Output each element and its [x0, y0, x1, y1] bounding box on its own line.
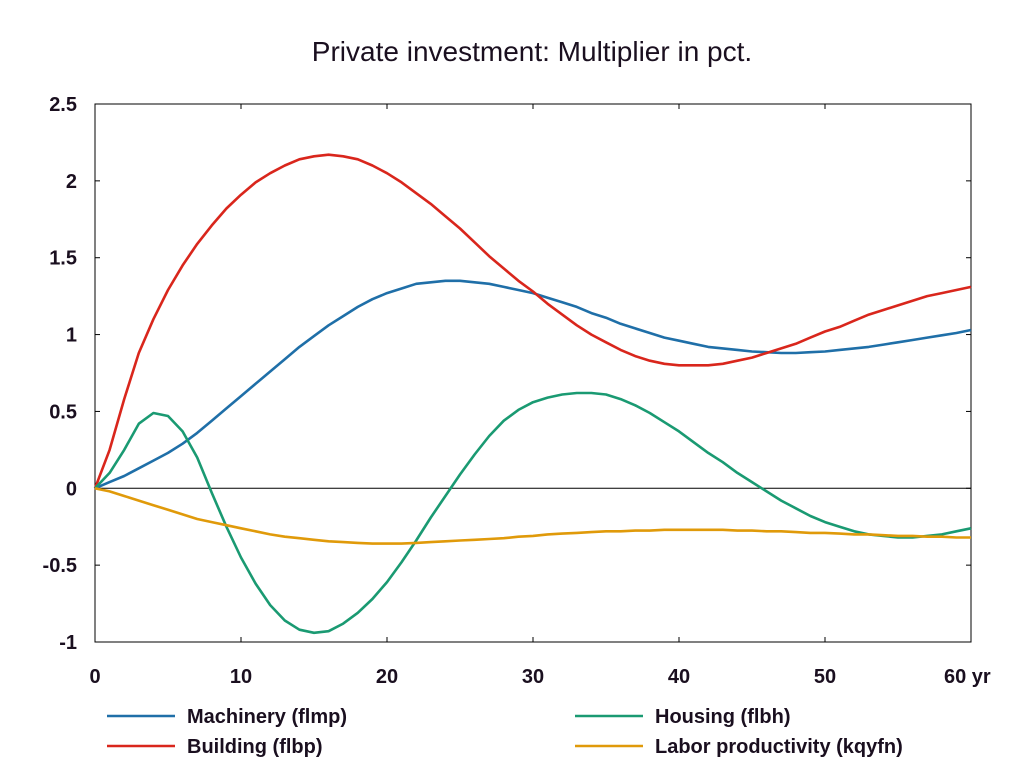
legend-label: Labor productivity (kqyfn) — [655, 736, 903, 758]
plot-frame — [94, 103, 972, 643]
xtick-label: 20 — [376, 666, 398, 688]
xtick-label: 30 — [522, 666, 544, 688]
series-line-labor-productivity-kqyfn — [94, 487, 971, 545]
xtick-label: 50 — [814, 666, 836, 688]
legend-label: Building (flbp) — [187, 736, 323, 758]
ytick-label: 1.5 — [49, 248, 77, 270]
legend: Machinery (flmp) Building (flbp) Housing (… — [107, 706, 903, 758]
ytick-label: 1 — [66, 325, 77, 347]
ytick-label: 0 — [66, 478, 77, 500]
xtick-label: 40 — [668, 666, 690, 688]
xtick-label: 60 yr — [944, 666, 991, 688]
xtick-label: 10 — [230, 666, 252, 688]
ytick-label: -1 — [59, 632, 77, 654]
series-line-housing-flbh — [94, 391, 972, 635]
ytick-label: 2.5 — [49, 94, 77, 116]
xtick-label: 0 — [89, 666, 100, 688]
axis-ticks: -1 -0.5 0 0.5 1 1.5 2 2.5 0 10 20 30 40 50 60 yr — [43, 94, 991, 688]
chart-title: Private investment: Multiplier in pct. — [312, 36, 752, 67]
ytick-label: 0.5 — [49, 401, 77, 423]
legend-label: Housing (flbh) — [655, 706, 791, 728]
ytick-label: -0.5 — [43, 555, 77, 577]
series-line-machinery-flmp — [94, 279, 972, 490]
legend-label: Machinery (flmp) — [187, 706, 347, 728]
series-lines — [93, 153, 972, 635]
ytick-label: 2 — [66, 171, 77, 193]
series-line-building-flbp — [93, 153, 972, 489]
